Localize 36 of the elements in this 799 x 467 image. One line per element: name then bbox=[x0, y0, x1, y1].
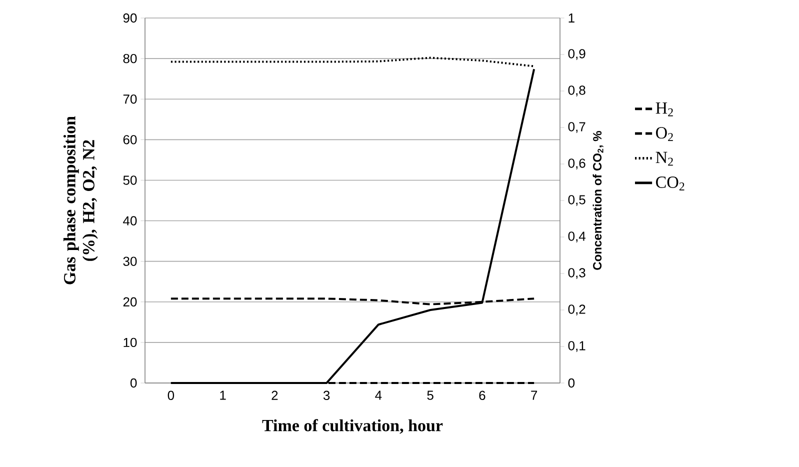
y2-tick-label: 0,7 bbox=[568, 122, 586, 133]
x-tick-label: 6 bbox=[479, 390, 486, 400]
y-axis-title: Gas phase composition (%), H2, O2, N2 bbox=[63, 116, 98, 284]
legend-label: CO$_{2}$ bbox=[656, 176, 684, 190]
legend-label: O$_{2}$ bbox=[656, 127, 673, 141]
y2-tick-label: 0 bbox=[568, 378, 575, 388]
x-tick-label: 1 bbox=[220, 390, 226, 400]
y2-tick-label: 0,1 bbox=[568, 341, 586, 352]
y-tick-label: 80 bbox=[123, 54, 137, 64]
y-tick-label: 50 bbox=[123, 176, 137, 185]
y2-tick-label: 0,6 bbox=[568, 158, 586, 170]
x-tick-label: 5 bbox=[427, 390, 434, 400]
y2-tick-label: 1 bbox=[568, 14, 574, 22]
y2-tick-label: 0,5 bbox=[568, 195, 586, 206]
y-tick-label: 90 bbox=[123, 13, 137, 23]
y-tick-label: 0 bbox=[130, 378, 137, 388]
y-tick-label: 70 bbox=[123, 94, 137, 104]
y-tick-label: 20 bbox=[123, 297, 137, 306]
y2-tick-label: 0,4 bbox=[568, 232, 586, 242]
y-tick-label: 60 bbox=[123, 135, 137, 144]
y2-tick-label: 0,2 bbox=[568, 304, 586, 316]
x-tick-label: 4 bbox=[375, 390, 382, 400]
x-tick-label: 3 bbox=[323, 390, 330, 400]
y2-axis-title: Concentration of CO$_{2}$, % bbox=[592, 131, 604, 270]
x-tick-label: 2 bbox=[272, 390, 278, 400]
y2-tick-label: 0,3 bbox=[568, 268, 586, 279]
x-axis-title: Time of cultivation, hour bbox=[262, 419, 443, 434]
x-tick-label: 0 bbox=[168, 390, 174, 400]
y-tick-label: 40 bbox=[123, 216, 137, 226]
x-tick-label: 7 bbox=[531, 390, 538, 400]
y2-tick-label: 0,8 bbox=[568, 86, 586, 96]
y2-tick-label: 0,9 bbox=[568, 49, 586, 60]
y-tick-label: 10 bbox=[124, 338, 137, 348]
y-tick-label: 30 bbox=[123, 256, 137, 266]
legend-label: H$_{2}$ bbox=[656, 102, 673, 116]
legend-label: N$_{2}$ bbox=[656, 152, 673, 166]
